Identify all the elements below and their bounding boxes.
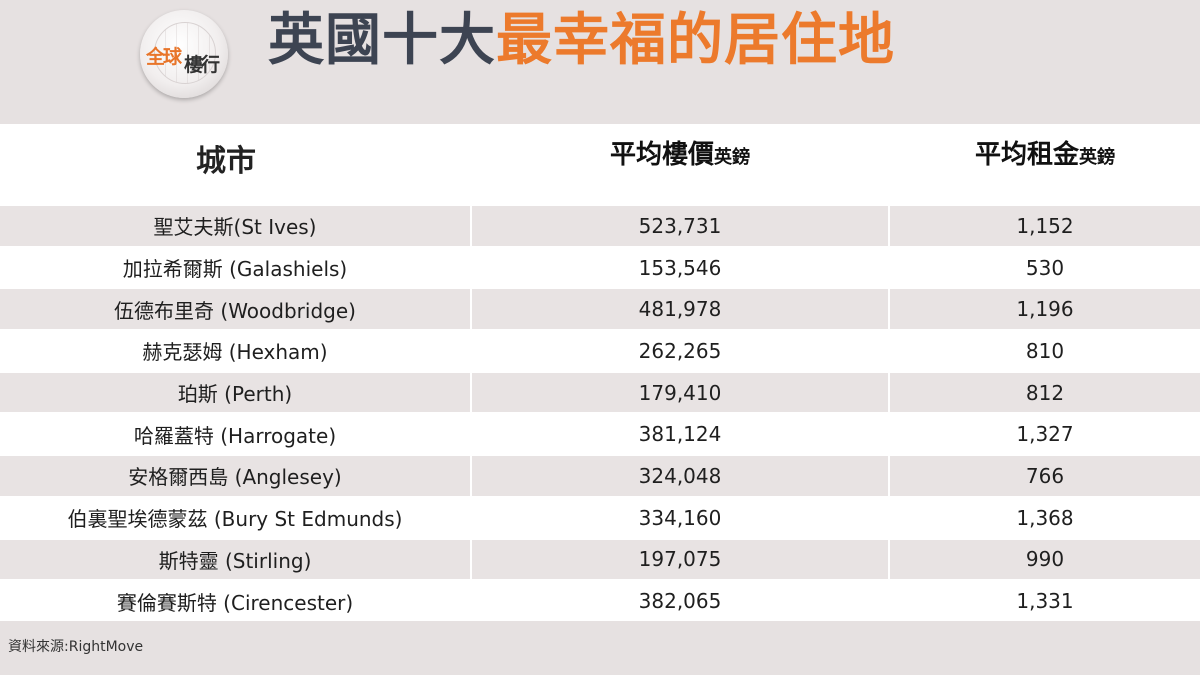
price-cell: 324,048 <box>470 456 888 496</box>
price-header-label: 平均樓價 <box>609 140 714 170</box>
table-row: 哈羅蓋特 (Harrogate) 381,124 1,327 <box>0 412 1200 455</box>
city-cell: 聖艾夫斯(St Ives) <box>153 215 317 240</box>
table-row: 赫克瑟姆 (Hexham) 262,265 810 <box>0 329 1200 371</box>
price-cell: 381,124 <box>470 414 888 455</box>
city-cell: 斯特靈 (Stirling) <box>158 548 312 573</box>
rent-header-label: 平均租金 <box>974 140 1079 170</box>
rent-cell: 1,327 <box>888 414 1200 455</box>
table-row: 加拉希爾斯 (Galashiels) 153,546 530 <box>0 245 1200 288</box>
rent-cell: 1,152 <box>888 206 1200 246</box>
table-row: 珀斯 (Perth) 179,410 812 <box>0 370 1200 413</box>
price-cell: 262,265 <box>470 331 888 371</box>
rent-cell: 530 <box>888 247 1200 288</box>
table-row: 伯裏聖埃德蒙茲 (Bury St Edmunds) 334,160 1,368 <box>0 495 1200 538</box>
header: 全球 樓行 英國十大最幸福的居住地 <box>0 0 1200 124</box>
rent-cell: 812 <box>888 372 1200 413</box>
column-header-city: 城市 <box>196 144 256 179</box>
table-row: 安格爾西島 (Anglesey) 324,048 766 <box>0 454 1200 496</box>
logo-text-property: 樓行 <box>184 54 220 76</box>
city-cell: 伍德布里奇 (Woodbridge) <box>114 298 356 323</box>
logo-text-global: 全球 <box>146 46 182 68</box>
ranking-table: 城市 平均樓價英鎊 平均租金英鎊 聖艾夫斯(St Ives) 523,731 1… <box>0 124 1200 621</box>
city-cell: 加拉希爾斯 (Galashiels) <box>122 257 348 282</box>
price-unit: 英鎊 <box>714 147 750 168</box>
page-title: 英國十大最幸福的居住地 <box>268 6 895 76</box>
globe-icon <box>154 22 216 84</box>
table-header: 城市 平均樓價英鎊 平均租金英鎊 <box>0 124 1200 204</box>
rent-unit: 英鎊 <box>1079 147 1115 168</box>
table-row: 伍德布里奇 (Woodbridge) 481,978 1,196 <box>0 287 1200 330</box>
city-cell: 珀斯 (Perth) <box>177 382 293 407</box>
table-row: 聖艾夫斯(St Ives) 523,731 1,152 <box>0 204 1200 246</box>
title-highlight: 最幸福的居住地 <box>496 8 895 73</box>
price-cell: 197,075 <box>470 539 888 580</box>
rent-cell: 766 <box>888 456 1200 496</box>
rent-cell: 1,196 <box>888 289 1200 330</box>
rent-cell: 990 <box>888 539 1200 580</box>
brand-logo: 全球 樓行 <box>140 10 228 98</box>
column-header-price: 平均樓價英鎊 <box>560 134 800 171</box>
rent-cell: 810 <box>888 331 1200 371</box>
rent-cell: 1,331 <box>888 581 1200 621</box>
city-cell: 哈羅蓋特 (Harrogate) <box>133 423 337 448</box>
source-note: 資料來源:RightMove <box>8 639 144 655</box>
price-cell: 334,160 <box>470 497 888 538</box>
price-cell: 523,731 <box>470 206 888 246</box>
title-prefix: 英國十大 <box>268 8 496 73</box>
price-cell: 481,978 <box>470 289 888 330</box>
price-cell: 153,546 <box>470 247 888 288</box>
table-row: 賽倫賽斯特 (Cirencester) 382,065 1,331 <box>0 579 1200 621</box>
price-cell: 382,065 <box>470 581 888 621</box>
city-cell: 賽倫賽斯特 (Cirencester) <box>116 590 354 615</box>
price-cell: 179,410 <box>470 372 888 413</box>
column-header-rent: 平均租金英鎊 <box>925 134 1165 171</box>
rent-cell: 1,368 <box>888 497 1200 538</box>
table-row: 斯特靈 (Stirling) 197,075 990 <box>0 537 1200 580</box>
city-cell: 伯裏聖埃德蒙茲 (Bury St Edmunds) <box>67 507 403 532</box>
city-cell: 赫克瑟姆 (Hexham) <box>142 340 328 365</box>
city-cell: 安格爾西島 (Anglesey) <box>128 465 342 490</box>
